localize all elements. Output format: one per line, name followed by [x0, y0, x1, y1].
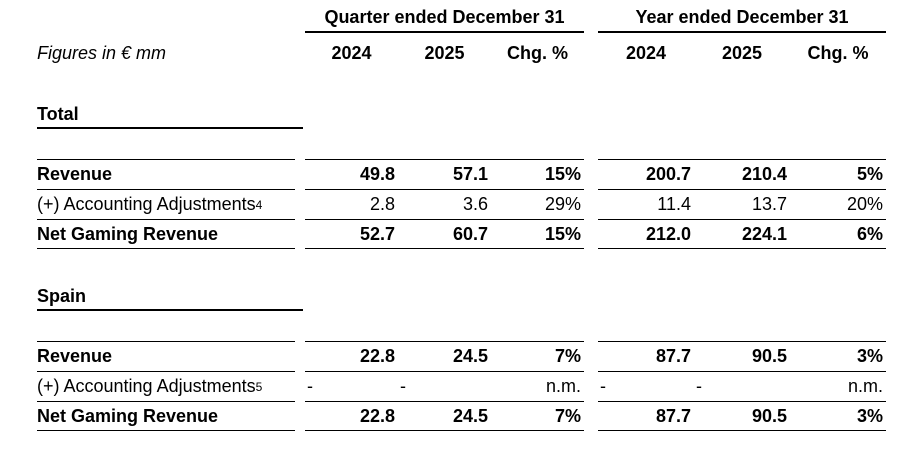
cell-total-revenue-y2025: 210.4 — [694, 159, 790, 189]
cell-spain-revenue-qchg: 7% — [491, 341, 584, 371]
cell-total-ngr-y2024: 212.0 — [598, 219, 694, 249]
cell-total-revenue-y2024: 200.7 — [598, 159, 694, 189]
year-chg-column-header: Chg. % — [807, 43, 869, 63]
cell-spain-revenue-y2025: 90.5 — [694, 341, 790, 371]
cell-total-revenue-ychg: 5% — [790, 159, 886, 189]
quarter-2025-column-header: 2025 — [424, 43, 465, 63]
quarter-2024-column-header: 2024 — [331, 43, 372, 63]
cell-spain-ngr-y2024: 87.7 — [598, 401, 694, 431]
cell-total-adjustments-y2024: 11.4 — [598, 189, 694, 219]
cell-spain-adjustments-q2025: - — [398, 371, 491, 401]
cell-spain-revenue-q2025: 24.5 — [398, 341, 491, 371]
cell-spain-revenue-q2024: 22.8 — [305, 341, 398, 371]
cell-total-adjustments-y2025: 13.7 — [694, 189, 790, 219]
quarter-group-title: Quarter ended December 31 — [305, 6, 584, 33]
cell-spain-adjustments-q2024: - — [305, 371, 398, 401]
quarter-chg-column-header: Chg. % — [507, 43, 568, 63]
year-group-title: Year ended December 31 — [598, 6, 886, 33]
year-2024-column-header: 2024 — [625, 43, 667, 63]
cell-spain-revenue-y2024: 87.7 — [598, 341, 694, 371]
cell-spain-adjustments-y2025: - — [694, 371, 790, 401]
cell-spain-revenue-ychg: 3% — [790, 341, 886, 371]
figures-in-eur-mm-note: Figures in € mm — [37, 43, 167, 63]
year-2025-column-header: 2025 — [721, 43, 763, 63]
cell-total-revenue-qchg: 15% — [491, 159, 584, 189]
total-data-table: Revenue 49.8 57.1 15% 200.7 210.4 5% (+)… — [37, 159, 922, 249]
cell-spain-ngr-qchg: 7% — [491, 401, 584, 431]
row-label-net-gaming-revenue: Net Gaming Revenue — [37, 401, 295, 431]
cell-total-ngr-y2025: 224.1 — [694, 219, 790, 249]
section-title-total: Total — [37, 103, 303, 129]
cell-total-ngr-qchg: 15% — [491, 219, 584, 249]
row-label-revenue: Revenue — [37, 341, 295, 371]
row-label-net-gaming-revenue: Net Gaming Revenue — [37, 219, 295, 249]
cell-spain-adjustments-ychg: n.m. — [790, 371, 886, 401]
cell-total-ngr-q2024: 52.7 — [305, 219, 398, 249]
cell-total-adjustments-ychg: 20% — [790, 189, 886, 219]
row-label-revenue: Revenue — [37, 159, 295, 189]
section-title-spain: Spain — [37, 285, 303, 311]
row-label-accounting-adjustments: (+) Accounting Adjustments 4 — [37, 189, 295, 219]
cell-total-adjustments-q2024: 2.8 — [305, 189, 398, 219]
cell-spain-ngr-ychg: 3% — [790, 401, 886, 431]
accounting-adjustments-label-text: (+) Accounting Adjustments — [37, 376, 256, 396]
column-group-header-row: Quarter ended December 31 Year ended Dec… — [37, 6, 922, 33]
cell-spain-adjustments-qchg: n.m. — [491, 371, 584, 401]
row-label-accounting-adjustments: (+) Accounting Adjustments 5 — [37, 371, 295, 401]
cell-total-ngr-ychg: 6% — [790, 219, 886, 249]
cell-spain-ngr-q2025: 24.5 — [398, 401, 491, 431]
accounting-adjustments-label-text: (+) Accounting Adjustments — [37, 194, 256, 214]
cell-spain-ngr-y2025: 90.5 — [694, 401, 790, 431]
cell-total-adjustments-q2025: 3.6 — [398, 189, 491, 219]
cell-total-ngr-q2025: 60.7 — [398, 219, 491, 249]
cell-total-adjustments-qchg: 29% — [491, 189, 584, 219]
cell-spain-adjustments-y2024: - — [598, 371, 694, 401]
cell-total-revenue-q2025: 57.1 — [398, 159, 491, 189]
cell-spain-ngr-q2024: 22.8 — [305, 401, 398, 431]
cell-total-revenue-q2024: 49.8 — [305, 159, 398, 189]
spain-data-table: Revenue 22.8 24.5 7% 87.7 90.5 3% (+) Ac… — [37, 341, 922, 431]
column-header-row: Figures in € mm 2024 2025 Chg. % 2024 20… — [37, 42, 922, 64]
